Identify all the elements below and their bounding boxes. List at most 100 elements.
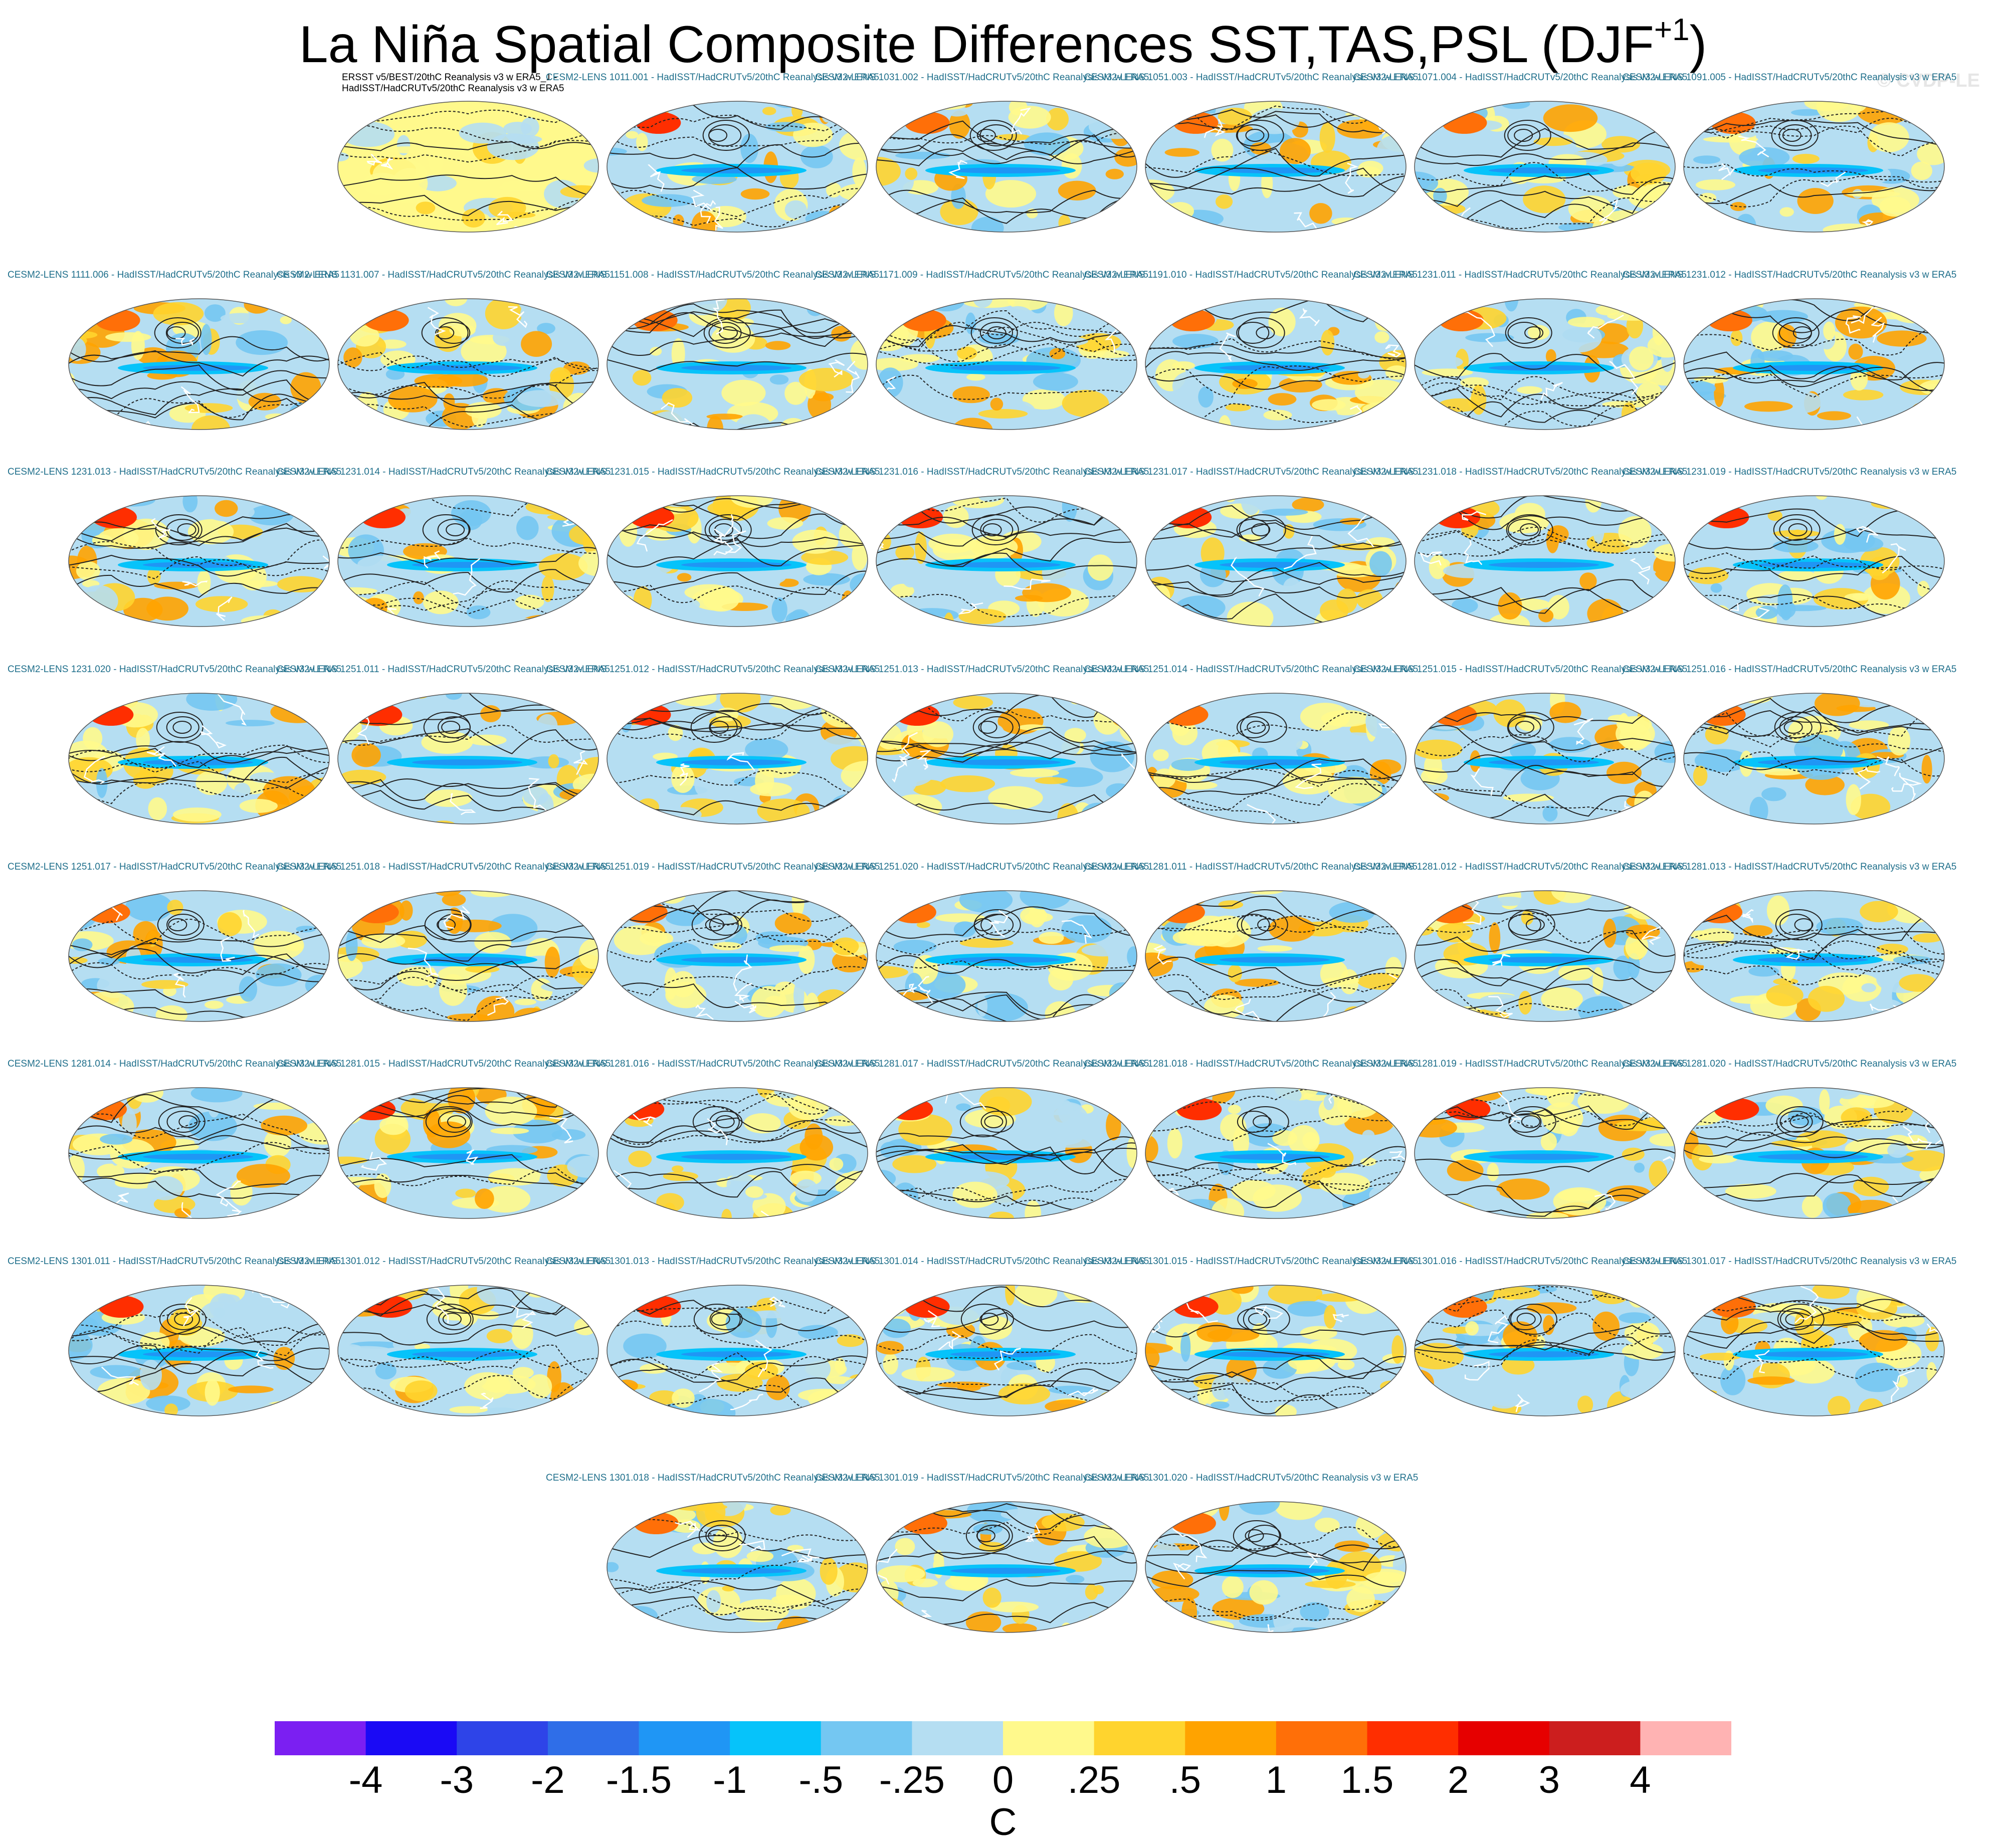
coastline [381, 157, 393, 170]
coastline [636, 519, 673, 552]
cold-tongue-core [143, 365, 253, 371]
anomaly-patch [608, 813, 644, 824]
psl-contour [1145, 351, 1406, 371]
psl-contour [1415, 531, 1675, 557]
warm-anomaly [1697, 901, 1743, 923]
anomaly-patch [978, 409, 1028, 419]
anomaly-patch [725, 1308, 762, 1338]
colorbar-tick-label: 3 [1538, 1759, 1560, 1801]
composite-map-panel [1145, 298, 1407, 430]
anomaly-patch [1337, 1359, 1355, 1370]
anomaly-patch [901, 1367, 955, 1382]
colorbar-swatch [639, 1721, 730, 1755]
coastline [797, 1555, 813, 1563]
psl-contour-ring [1236, 322, 1270, 344]
anomaly-patch [1106, 1111, 1121, 1141]
anomaly-patch [375, 1362, 396, 1380]
psl-contour [876, 322, 1137, 351]
colorbar-swatch [1276, 1721, 1368, 1755]
composite-map-panel [876, 298, 1137, 430]
anomaly-patch [1714, 378, 1724, 407]
anomaly-patch [905, 167, 918, 180]
coastline [182, 1297, 198, 1327]
map-outline [1145, 693, 1407, 825]
anomaly-patch [228, 1385, 274, 1393]
anomaly-patch [1696, 179, 1735, 190]
anomaly-patch [588, 101, 598, 117]
anomaly-patch [793, 980, 805, 1010]
anomaly-patch [1176, 781, 1218, 790]
psl-contour-ring [1241, 909, 1288, 940]
anomaly-patch [612, 404, 636, 419]
anomaly-patch [72, 938, 93, 951]
anomaly-patch [173, 1364, 199, 1373]
anomaly-patch [362, 693, 375, 708]
anomaly-patch [1145, 1502, 1189, 1517]
anomaly-patch [1523, 185, 1566, 214]
anomaly-patch [345, 299, 389, 304]
anomaly-patch [1913, 933, 1943, 943]
anomaly-patch [640, 1363, 668, 1374]
coastline [675, 1521, 701, 1538]
composite-map-panel [607, 1501, 868, 1633]
anomaly-patch [261, 1115, 308, 1136]
anomaly-patch [248, 392, 281, 410]
panel-title: CESM2-LENS 1171.009 - HadISST/HadCRUTv5/… [815, 270, 1148, 280]
anomaly-patch [1090, 350, 1129, 358]
panel-title: CESM2-LENS 1301.018 - HadISST/HadCRUTv5/… [546, 1473, 880, 1483]
anomaly-patch [1415, 299, 1444, 317]
psl-contour [69, 1322, 329, 1345]
cold-tongue-core [681, 562, 791, 568]
anomaly-patch [1504, 299, 1519, 312]
psl-contour-ring [1238, 317, 1285, 348]
anomaly-patch [514, 998, 536, 1005]
anomaly-patch [672, 1388, 695, 1408]
anomaly-patch [1115, 599, 1137, 627]
anomaly-patch [898, 1114, 952, 1146]
psl-contour-ring [1237, 1111, 1270, 1133]
anomaly-patch [769, 374, 789, 385]
coastline [734, 1000, 757, 1013]
anomaly-patch [442, 893, 466, 906]
anomaly-patch [823, 1550, 857, 1559]
anomaly-patch [480, 1186, 531, 1213]
anomaly-patch [1429, 555, 1447, 579]
cold-tongue-core [1758, 1154, 1868, 1160]
coastline [1315, 991, 1336, 1021]
anomaly-patch [1346, 1587, 1375, 1612]
anomaly-patch [1066, 1575, 1085, 1584]
anomaly-patch [547, 513, 593, 521]
anomaly-patch [1212, 1597, 1265, 1620]
composite-map-panel [1145, 890, 1407, 1022]
coastline [338, 1302, 350, 1327]
composite-map-panel [68, 298, 330, 430]
anomaly-patch [1374, 807, 1398, 824]
anomaly-patch [148, 797, 167, 820]
psl-contour-ring [965, 1520, 1013, 1551]
psl-contour [1145, 338, 1406, 363]
anomaly-patch [1686, 991, 1708, 1021]
anomaly-patch [677, 573, 692, 582]
anomaly-patch [915, 532, 927, 564]
map-outline [337, 1087, 599, 1219]
psl-contour [607, 1586, 868, 1614]
anomaly-patch [1631, 162, 1667, 184]
anomaly-patch [338, 496, 362, 517]
psl-contour-ring [1777, 1304, 1825, 1335]
anomaly-patch [357, 555, 405, 573]
panel-title: CESM2-LENS 1231.011 - HadISST/HadCRUTv5/… [1353, 270, 1687, 280]
anomaly-patch [607, 307, 648, 316]
anomaly-patch [952, 1181, 997, 1208]
anomaly-patch [338, 795, 360, 805]
anomaly-patch [1621, 612, 1659, 627]
coastline [726, 752, 755, 771]
psl-contour [1684, 111, 1944, 133]
anomaly-patch [1112, 893, 1137, 925]
cold-tongue-core [950, 562, 1061, 568]
anomaly-patch [894, 105, 909, 117]
anomaly-patch [832, 937, 859, 955]
psl-contour-ring [1789, 1115, 1809, 1128]
map-outline [1414, 890, 1676, 1022]
panel-title-line2: HadISST/HadCRUTv5/20thC Reanalysis v3 w … [342, 83, 564, 94]
psl-contour [338, 1349, 598, 1369]
